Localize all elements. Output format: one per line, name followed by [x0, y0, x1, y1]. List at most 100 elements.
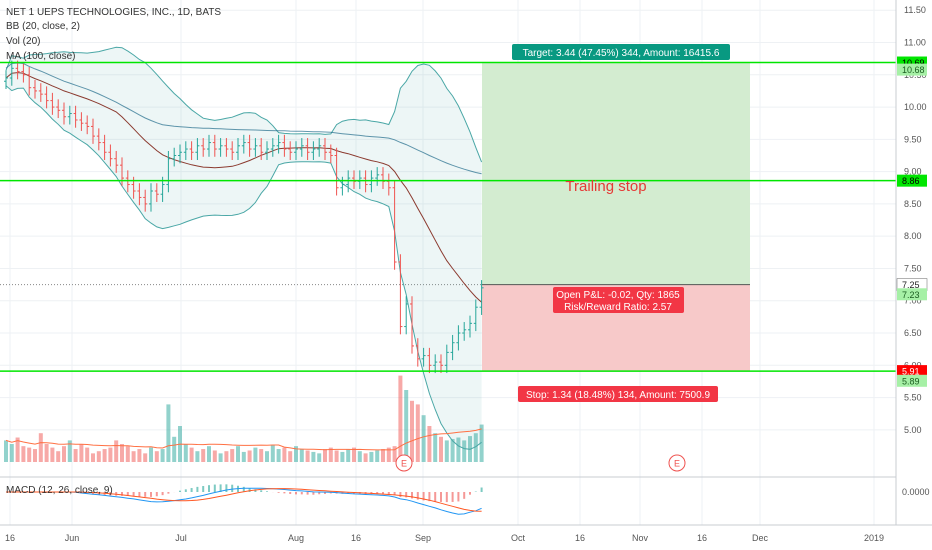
price-tag: 5.91 [897, 365, 927, 378]
volume-bar [33, 449, 37, 462]
earnings-event-1[interactable]: E [395, 454, 413, 472]
ohlc-bar [236, 138, 240, 161]
profit-zone [482, 62, 750, 285]
time-axis[interactable]: 16 Jun Jul Aug 16 Sep Oct 16 Nov 16 Dec 2019 [0, 524, 932, 543]
ohlc-bar [479, 280, 484, 315]
ohlc-bar [410, 296, 414, 354]
ohlc-bar [85, 115, 90, 135]
ohlc-bar [288, 141, 293, 161]
ma-indicator-label[interactable]: MA (100, close) [6, 51, 76, 62]
bb-fill [6, 47, 482, 450]
macd-histogram-bar [306, 492, 309, 495]
ohlc-bar [270, 138, 275, 157]
ohlc-bar [137, 183, 142, 206]
macd-histogram-bar [150, 492, 152, 497]
macd-histogram-bar [225, 484, 228, 492]
macd-indicator-label[interactable]: MACD (12, 26, close, 9) [6, 485, 113, 496]
volume-bar [404, 390, 409, 462]
ohlc-bar [276, 134, 281, 154]
ohlc-bar [4, 70, 8, 89]
volume-bars [4, 375, 484, 462]
ohlc-bar [224, 138, 229, 157]
ohlc-bar [166, 150, 171, 193]
price-tick-label: 5.50 [904, 393, 922, 403]
volume-bar [160, 449, 165, 462]
macd-histogram-bar [295, 492, 297, 495]
macd-histogram-bar [416, 492, 419, 500]
macd-line [6, 487, 482, 515]
ohlc-bar [207, 134, 211, 157]
macd-histogram-bar [260, 490, 263, 492]
ohlc-bar [473, 299, 478, 332]
volume-bar [288, 451, 293, 462]
macd-histogram-bar [324, 492, 326, 494]
ohlc-bar [305, 138, 310, 161]
volume-bar [108, 447, 113, 462]
volume-bar [125, 446, 130, 462]
volume-bar [294, 446, 298, 462]
ohlc-bar [38, 83, 43, 102]
earnings-event-2[interactable]: E [668, 454, 686, 472]
price-tick-label: 8.50 [904, 199, 922, 209]
volume-bar [346, 449, 351, 462]
volume-bar [21, 446, 26, 462]
ohlc-bar [73, 105, 78, 128]
bb-indicator-label[interactable]: BB (20, close, 2) [6, 21, 80, 32]
ohlc-bar [195, 138, 200, 161]
position-zones [0, 62, 750, 372]
volume-bar [189, 447, 194, 462]
price-axis[interactable]: 5.005.506.006.507.007.508.008.509.009.50… [895, 0, 930, 525]
volume-bar [334, 450, 339, 462]
macd-histogram-bar [382, 492, 384, 494]
macd-histogram-bar [312, 492, 315, 495]
macd-histogram-bar [138, 492, 141, 497]
ohlc-bar [143, 189, 148, 212]
price-tag-box [897, 63, 927, 76]
ohlc-bar [299, 138, 304, 157]
volume-bar [427, 426, 432, 462]
horizontal-levels[interactable] [0, 61, 896, 372]
symbol-title[interactable]: NET 1 UEPS TECHNOLOGIES, INC., 1D, BATS [6, 7, 222, 18]
volume-bar [218, 453, 223, 462]
macd-histogram-bar [190, 488, 193, 492]
price-tag-label: 7.23 [902, 290, 920, 300]
macd-histogram-bar [405, 492, 408, 498]
ohlc-bar [114, 150, 119, 173]
time-tick-label: Sep [415, 533, 431, 543]
volume-bar [149, 447, 153, 462]
macd-histogram-bar [254, 489, 257, 492]
macd-histogram-bar [376, 492, 379, 494]
macd-histogram-bar [277, 492, 280, 493]
ohlc-bar [201, 138, 206, 157]
ohlc-bar [21, 63, 26, 83]
price-tick-label: 6.50 [904, 328, 922, 338]
volume-bar [392, 446, 397, 462]
ohlc-bar [178, 144, 182, 164]
macd-histogram-bar [399, 492, 402, 498]
volume-bar [456, 437, 461, 462]
macd-histogram-bar [86, 492, 89, 494]
price-tick-label: 10.00 [904, 102, 927, 112]
volume-bar [85, 447, 90, 462]
macd-histogram-bar [469, 492, 471, 495]
macd-histogram-bar [184, 489, 187, 492]
ohlc-bar [444, 344, 449, 374]
price-tag: 5.89 [897, 374, 927, 387]
ohlc-bar [172, 147, 177, 167]
bb-lower [5, 85, 482, 450]
volume-bar [62, 446, 66, 462]
time-tick-label: 16 [697, 533, 707, 543]
price-tag-box [897, 374, 927, 387]
macd-histogram-bar [300, 492, 303, 495]
open-pnl-label: Open P&L: -0.02, Qty: 1865 [556, 290, 680, 301]
ohlc-bar [375, 167, 380, 186]
vol-indicator-label[interactable]: Vol (20) [6, 36, 41, 47]
bb-basis [5, 72, 482, 303]
macd-histogram-bar [289, 492, 292, 494]
ohlc-bar [439, 354, 443, 374]
ohlc-bar [282, 134, 287, 157]
volume-bar [38, 433, 43, 462]
ohlc-bar [392, 180, 397, 270]
volume-bar [102, 449, 107, 462]
